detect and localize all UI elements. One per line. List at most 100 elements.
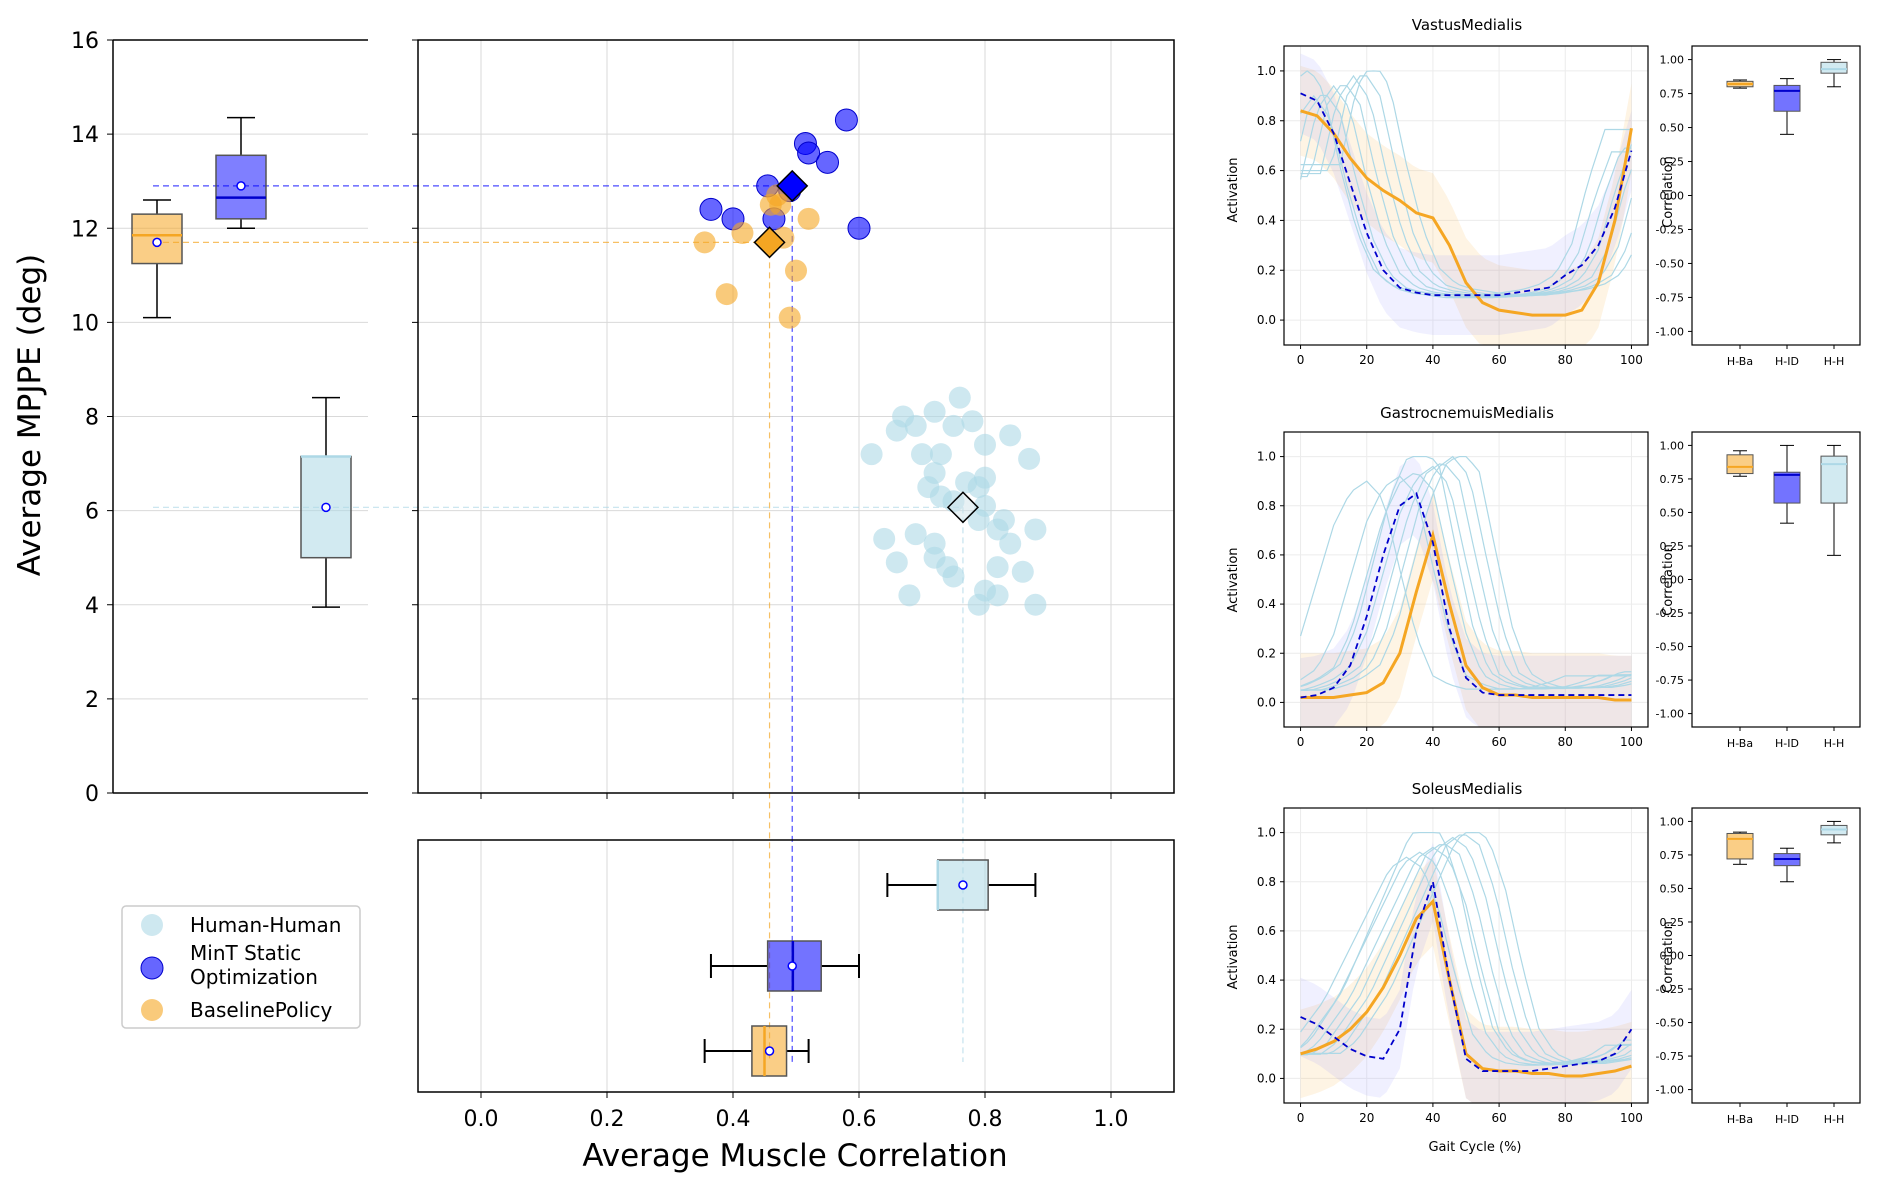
gastroc-box-box-human [1820, 455, 1848, 504]
mean-diamond-mint [776, 169, 809, 202]
soleus-ytick-label: 1.0 [1257, 826, 1276, 840]
gastroc-box-xtick-label: H-H [1824, 737, 1845, 750]
vastus-box-ytick-label: 1.00 [1660, 54, 1685, 67]
scatter-point-mint [847, 216, 871, 240]
scatter-point-human [986, 556, 1009, 579]
scatter-point-mint [834, 108, 858, 132]
legend-frame [121, 905, 361, 1029]
soleus-baseline-line [1300, 898, 1632, 1078]
scatter-point-baseline [731, 221, 754, 244]
soleus-box-ytick-label: 0.75 [1660, 849, 1685, 862]
legend-label-baseline: BaselinePolicy [190, 998, 332, 1022]
vastus-box-ytick-label: -1.00 [1656, 325, 1684, 338]
corr-mean-mint [787, 961, 797, 971]
mpjpe-ytick-label: 14 [71, 123, 99, 148]
vastus-box-ytick-label: 0.00 [1660, 190, 1685, 203]
gastroc-xtick-label: 40 [1425, 735, 1440, 749]
gastroc-xtick-label: 60 [1491, 735, 1506, 749]
corrbox-xtick-label: 0.4 [716, 1107, 751, 1132]
corrbox-xtick-label: 0.0 [464, 1107, 499, 1132]
gastroc-ytick-label: 1.0 [1257, 450, 1276, 464]
corrbox-frame [417, 839, 1175, 1093]
scatter-point-human [986, 518, 1009, 541]
gastroc-band-baseline [1300, 491, 1632, 727]
vastus-ytick-label: 0.0 [1257, 313, 1276, 327]
vastus-xtick-label: 80 [1558, 353, 1573, 367]
mpjpe-ytick-label: 16 [71, 29, 99, 54]
vastus-box-ytick-label: 0.25 [1660, 156, 1685, 169]
mpjpe-ytick-label: 0 [85, 782, 99, 807]
scatter-point-human [942, 414, 965, 437]
vastus-box-ytick-label: -0.25 [1656, 223, 1684, 236]
vastus-frame [1283, 45, 1649, 346]
scatter-point-baseline [778, 306, 801, 329]
vastus-ytick-label: 0.6 [1257, 164, 1276, 178]
vastus-human-line [1300, 70, 1632, 295]
vastus-human-line [1300, 74, 1633, 297]
gastroc-box-ytick-label: 1.00 [1660, 439, 1685, 452]
mpjpe-ytick-label: 10 [71, 311, 99, 336]
vastus-mint-line [1300, 92, 1633, 297]
soleus-band-mint [1300, 842, 1632, 1103]
soleus-box-xtick-label: H-Ba [1727, 1113, 1753, 1126]
scatter-point-human [948, 386, 971, 409]
mean-diamond-baseline [753, 226, 786, 259]
scatter-point-human [885, 419, 908, 442]
gastroc-box-ytick-label: 0.25 [1660, 540, 1685, 553]
corr-mean-human [958, 880, 968, 890]
gastroc-box-ytick-label: -0.75 [1656, 674, 1684, 687]
gastroc-box-xtick-label: H-ID [1775, 737, 1799, 750]
scatter-point-baseline [785, 259, 807, 282]
vastus-box-xtick-label: H-ID [1775, 355, 1799, 368]
gastroc-xtick-label: 100 [1620, 735, 1643, 749]
scatter-point-human [860, 443, 883, 466]
soleus-box-box-baseline [1726, 832, 1754, 860]
ylabel-vastus: Activation [1226, 157, 1241, 222]
gastroc-human-line [1300, 455, 1632, 688]
gastroc-human-line [1300, 475, 1632, 690]
soleus-human-line [1300, 831, 1632, 1064]
vastus-box-ytick-label: 0.50 [1660, 122, 1685, 135]
scatter-point-baseline [797, 207, 820, 230]
gastroc-box-ytick-label: 0.00 [1660, 574, 1685, 587]
gastroc-human-line [1300, 455, 1632, 691]
scatter-point-mint [797, 141, 821, 165]
scatter-point-baseline [715, 283, 738, 306]
scatter-point-human [974, 433, 996, 456]
scatter-point-human [974, 466, 996, 489]
soleus-ytick-label: 0.6 [1257, 924, 1276, 938]
soleus-box-ytick-label: -0.75 [1656, 1050, 1684, 1063]
scatter-point-human [923, 400, 946, 423]
soleus-ytick-label: 0.8 [1257, 875, 1276, 889]
vastus-box-xtick-label: H-H [1824, 355, 1845, 368]
gastroc-box-xtick-label: H-Ba [1727, 737, 1753, 750]
soleus-xtick-label: 20 [1359, 1111, 1374, 1125]
soleus-mint-line [1300, 881, 1633, 1072]
scatter-point-human [1024, 518, 1047, 541]
gastroc-xtick-label: 20 [1359, 735, 1374, 749]
scatter-point-human [904, 523, 927, 546]
corr-mean-baseline [764, 1046, 775, 1056]
vastus-box-box-mint [1773, 84, 1801, 112]
corrbox-xtick-label: 0.6 [842, 1107, 877, 1132]
scatter-point-mint [816, 150, 839, 174]
vastus-xtick-label: 20 [1359, 353, 1374, 367]
scatter-point-human [898, 584, 921, 607]
gastroc-ytick-label: 0.6 [1257, 548, 1276, 562]
vastus-baseline-line [1300, 109, 1633, 317]
gastroc-human-line [1299, 480, 1632, 690]
mpjpe-mean-baseline [152, 237, 162, 248]
legend-marker-human [141, 914, 163, 936]
scatter-point-human [961, 410, 984, 433]
ylabel-soleus-box: Correlation [1661, 921, 1676, 993]
gastroc-box-ytick-label: -1.00 [1656, 708, 1684, 721]
soleus-box-xtick-label: H-ID [1775, 1113, 1799, 1126]
title-gastroc: GastrocnemuisMedialis [1380, 404, 1554, 422]
scatter-point-human [1024, 593, 1047, 616]
soleus-box-xtick-label: H-H [1824, 1113, 1845, 1126]
mpjpe-ytick-label: 12 [71, 217, 99, 242]
vastus-ytick-label: 0.8 [1257, 114, 1276, 128]
legend-label-human: Human-Human [190, 913, 341, 937]
soleus-box-ytick-label: -0.25 [1656, 983, 1684, 996]
ylabel-vastus-box: Correlation [1661, 156, 1676, 228]
